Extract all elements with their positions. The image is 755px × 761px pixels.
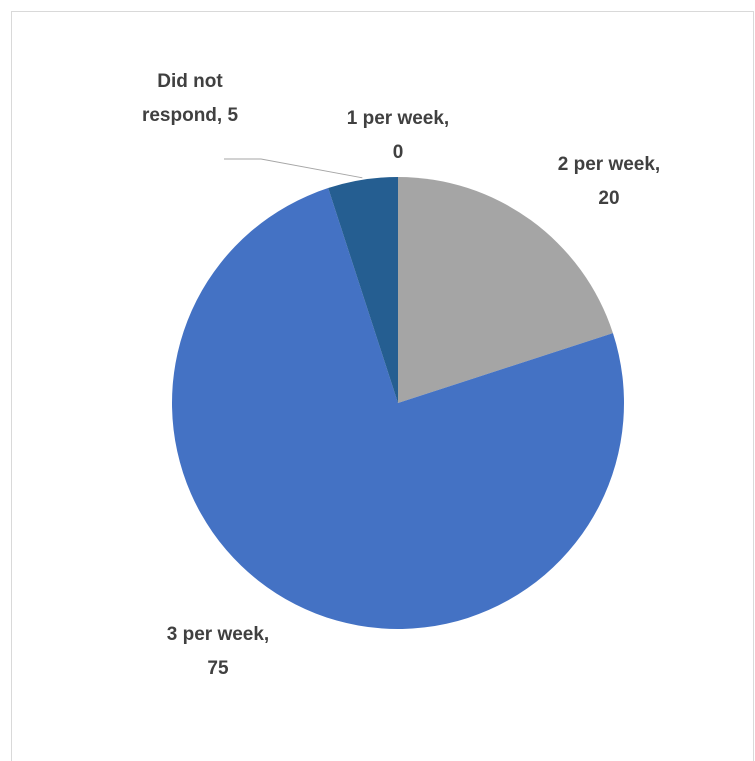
pie-slice-3-per-week: [172, 188, 625, 630]
data-label-3-per-week-line2: 75: [207, 658, 229, 679]
data-label-did-not-respond-line2: respond, 5: [142, 105, 239, 126]
data-label-3-per-week: 3 per week, 75: [167, 624, 269, 679]
pie-slices: [172, 177, 625, 630]
leader-line-did-not-respond: [224, 158, 363, 179]
data-label-2-per-week-line2: 20: [598, 188, 619, 209]
data-label-did-not-respond: Did not respond, 5: [142, 71, 239, 126]
data-label-1-per-week-line2: 0: [393, 142, 404, 163]
data-label-1-per-week: 1 per week, 0: [347, 108, 449, 163]
data-label-3-per-week-line1: 3 per week,: [167, 624, 269, 645]
data-label-2-per-week: 2 per week, 20: [558, 154, 660, 209]
pie-slice-did-not-respond: [328, 177, 398, 403]
data-label-did-not-respond-line1: Did not: [157, 71, 223, 92]
data-label-2-per-week-line1: 2 per week,: [558, 154, 660, 175]
data-label-1-per-week-line1: 1 per week,: [347, 108, 449, 129]
pie-slice-2-per-week: [398, 177, 613, 403]
